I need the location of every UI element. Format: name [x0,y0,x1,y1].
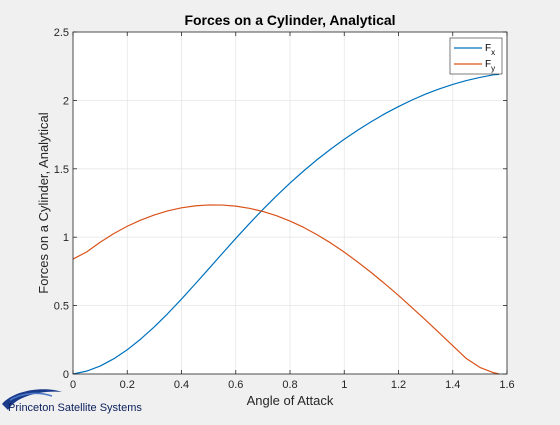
logo-swoosh-icon [2,389,62,410]
logo-swoosh-accent-icon [9,392,53,401]
series-line-fy [72,204,500,375]
y-tick-label: 2 [63,95,69,107]
legend-box [449,37,503,75]
series-line-fx [72,73,500,375]
y-tick-label: 2.5 [54,27,69,39]
x-tick-label: 0.4 [174,379,189,391]
x-tick-label: 1.2 [391,379,406,391]
x-axis-label: Angle of Attack [247,393,334,408]
x-tick-label: 1 [341,379,347,391]
company-logo: Princeton Satellite Systems [2,389,142,414]
company-name: Princeton Satellite Systems [8,402,142,414]
tick-marks [72,31,508,375]
y-tick-label: 0.5 [54,301,69,313]
x-tick-label: 1.4 [445,379,460,391]
y-tick-labels: 0 0.5 1 1.5 2 2.5 [54,27,69,381]
x-tick-label: 0.6 [228,379,243,391]
x-tick-label: 1.6 [499,379,514,391]
y-axis-label: Forces on a Cylinder, Analytical [36,112,51,293]
x-tick-labels: 0 0.2 0.4 0.6 0.8 1 1.2 1.4 1.6 [70,379,515,391]
legend[interactable]: Fx Fy [449,37,503,75]
y-tick-label: 0 [63,369,69,381]
x-tick-label: 0.2 [120,379,135,391]
legend-label-fy: Fy [485,59,495,73]
x-tick-label: 0.8 [282,379,297,391]
y-tick-label: 1 [63,232,69,244]
x-tick-label: 0 [70,379,76,391]
y-tick-label: 1.5 [54,164,69,176]
series-layer [72,73,500,375]
chart-title: Forces on a Cylinder, Analytical [184,12,395,28]
legend-label-fx: Fx [485,43,495,57]
